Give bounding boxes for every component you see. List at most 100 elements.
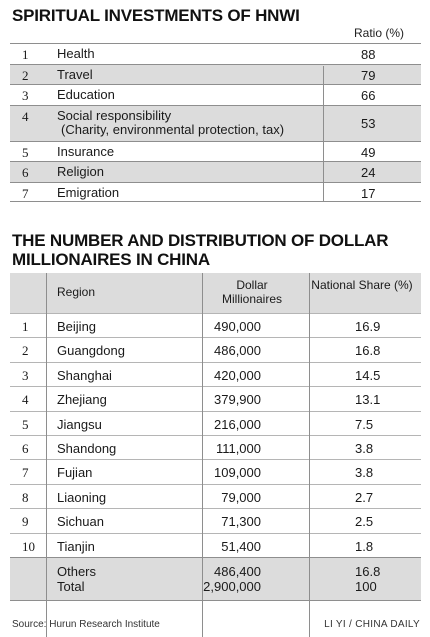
share-cell: 3.8 [355, 440, 374, 456]
others-label: Others [57, 563, 97, 579]
rank-cell: 8 [22, 489, 29, 505]
others-share: 16.8 [355, 563, 381, 579]
table-row: 4 Zhejiang 379,900 13.1 [10, 386, 421, 410]
rank-cell: 4 [22, 392, 29, 408]
region-cell: Shanghai [57, 367, 112, 383]
rank-cell: 3 [22, 367, 29, 383]
millionaires-cell: 216,000 [214, 416, 261, 432]
ratio-cell: 49 [361, 144, 376, 160]
millionaires-column-header: Dollar Millionaires [221, 278, 283, 306]
ratio-cell: 53 [361, 115, 376, 131]
table2-title: THE NUMBER AND DISTRIBUTION OF DOLLAR MI… [12, 231, 389, 269]
share-cell: 16.8 [355, 343, 381, 359]
label-cell: Education [57, 87, 115, 102]
table2-footer: Others Total 486,400 2,900,000 16.8 100 [10, 556, 421, 601]
table-row: 1 Beijing 490,000 16.9 [10, 313, 421, 337]
label-cell: Religion [57, 164, 104, 179]
share-cell: 2.5 [355, 514, 374, 530]
rank-cell: 5 [22, 416, 29, 432]
region-cell: Fujian [57, 465, 93, 481]
table-row: 6 Shandong 111,000 3.8 [10, 434, 421, 459]
millionaires-cell: 490,000 [214, 319, 261, 334]
ratio-cell: 88 [361, 47, 376, 62]
rank-cell: 1 [22, 47, 29, 62]
source-note: Source: Hurun Research Institute [12, 619, 160, 630]
millionaires-cell: 486,000 [214, 343, 261, 359]
rank-cell: 6 [22, 440, 29, 456]
share-cell: 13.1 [355, 392, 381, 408]
rank-cell: 10 [22, 538, 35, 554]
ratio-column-header: Ratio (%) [353, 26, 404, 40]
ratio-cell: 17 [361, 185, 376, 201]
ratio-cell: 79 [361, 67, 376, 83]
rank-cell: 3 [22, 88, 29, 103]
millionaires-cell: 109,000 [214, 465, 261, 481]
rank-cell: 9 [22, 514, 29, 530]
table2-divider-3 [309, 273, 310, 637]
region-cell: Sichuan [57, 514, 104, 530]
rank-cell: 1 [22, 319, 29, 334]
region-cell: Jiangsu [57, 416, 102, 432]
rank-cell: 7 [22, 465, 29, 481]
table-row: 7 Fujian 109,000 3.8 [10, 459, 421, 483]
table-row: 5 Jiangsu 216,000 7.5 [10, 410, 421, 435]
share-cell: 3.8 [355, 465, 374, 481]
table1-body: 1 Health 88 2 Travel 79 3 Education 66 4 Social re… [10, 43, 421, 202]
share-column-header: National Share (%) [311, 278, 413, 292]
total-share: 100 [355, 578, 377, 594]
table2-body: 1 Beijing 490,000 16.9 2 Guangdong 486,000 16.8… [10, 313, 421, 557]
table1-header: Ratio (%) [10, 23, 421, 43]
table-row: 3 Shanghai 420,000 14.5 [10, 361, 421, 386]
table-row: 2 Travel 79 [10, 63, 421, 84]
table1-title: SPIRITUAL INVESTMENTS OF HNWI [12, 6, 300, 25]
table2-divider-2 [202, 273, 203, 637]
total-label: Total [57, 578, 85, 594]
rank-cell: 5 [22, 144, 29, 160]
total-millionaires: 2,900,000 [203, 578, 261, 594]
others-millionaires: 486,400 [214, 563, 261, 579]
rank-cell: 4 [22, 108, 29, 124]
share-cell: 1.8 [355, 538, 374, 554]
share-cell: 2.7 [355, 489, 374, 505]
millionaires-table: Region Dollar Millionaires National Shar… [10, 273, 421, 637]
table-row: 10 Tianjin 51,400 1.8 [10, 532, 421, 557]
share-cell: 16.9 [355, 319, 381, 334]
region-cell: Guangdong [57, 343, 125, 359]
millionaires-cell: 79,000 [221, 489, 261, 505]
rank-cell: 2 [22, 343, 29, 359]
region-column-header: Region [57, 285, 96, 299]
credit-note: LI YI / CHINA DAILY [324, 619, 420, 630]
ratio-cell: 66 [361, 88, 376, 103]
table1-divider [323, 66, 324, 202]
region-cell: Zhejiang [57, 392, 107, 408]
millionaires-cell: 71,300 [221, 514, 261, 530]
ratio-cell: 24 [361, 165, 376, 180]
table-row: 2 Guangdong 486,000 16.8 [10, 337, 421, 361]
region-cell: Shandong [57, 440, 117, 456]
share-cell: 14.5 [355, 367, 381, 383]
table-row: 3 Education 66 [10, 84, 421, 105]
table2-divider-1 [46, 273, 47, 637]
table2-header: Region Dollar Millionaires National Shar… [10, 273, 421, 313]
label-cell: Travel [57, 66, 93, 82]
table-row: 4 Social responsibility (Charity, environm… [10, 104, 421, 141]
rank-cell: 2 [22, 67, 29, 83]
share-cell: 7.5 [355, 416, 374, 432]
footer-millionaires-cell: 486,400 2,900,000 [203, 564, 261, 594]
label-cell: Emigration [57, 184, 120, 200]
rank-cell: 7 [22, 185, 29, 201]
footer-region-cell: Others Total [57, 564, 96, 594]
sublabel-cell: (Charity, environmental protection, tax) [61, 121, 285, 137]
region-cell: Beijing [57, 319, 97, 334]
millionaires-cell: 111,000 [215, 440, 261, 456]
table-row: 9 Sichuan 71,300 2.5 [10, 508, 421, 532]
table-row: 7 Emigration 17 [10, 181, 421, 202]
label-cell: Social responsibility [57, 107, 172, 123]
table-row: 8 Liaoning 79,000 2.7 [10, 483, 421, 508]
label-cell: Insurance [57, 143, 115, 159]
rank-cell: 6 [22, 165, 29, 180]
region-cell: Liaoning [57, 489, 107, 505]
region-cell: Tianjin [57, 538, 95, 554]
table-row: 1 Health 88 [10, 43, 421, 64]
millionaires-cell: 379,900 [214, 392, 261, 408]
